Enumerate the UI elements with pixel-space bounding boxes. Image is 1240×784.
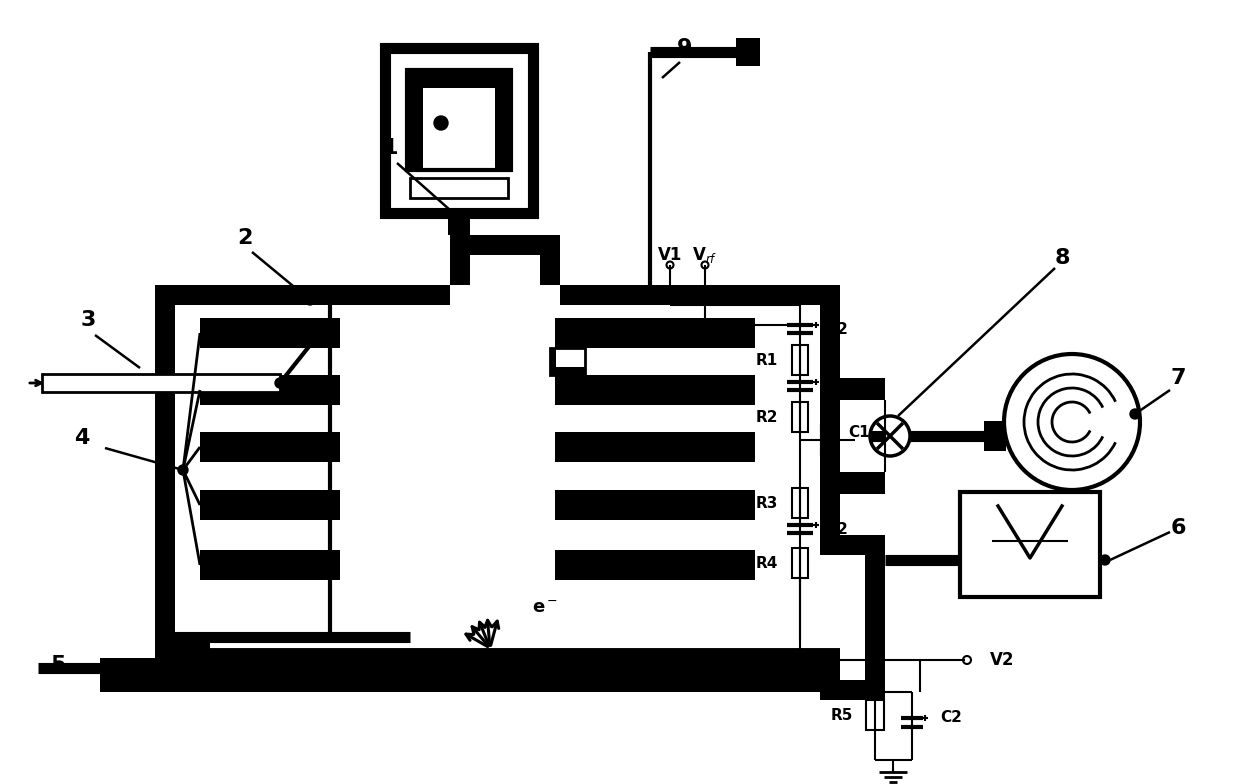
Bar xyxy=(839,472,885,494)
Circle shape xyxy=(275,378,285,388)
Bar xyxy=(792,488,808,518)
Text: C2: C2 xyxy=(826,379,848,394)
Bar xyxy=(155,635,210,655)
Bar xyxy=(556,550,755,580)
Text: R3: R3 xyxy=(755,495,777,510)
Bar xyxy=(556,318,755,348)
Text: 9: 9 xyxy=(677,38,693,58)
Bar xyxy=(200,550,340,580)
Text: e$^-$: e$^-$ xyxy=(532,599,558,617)
Bar xyxy=(820,680,885,700)
Bar xyxy=(866,555,885,680)
Text: C2: C2 xyxy=(826,521,848,536)
Circle shape xyxy=(434,116,448,130)
Bar xyxy=(551,367,585,375)
Text: R5: R5 xyxy=(831,707,853,723)
Bar xyxy=(556,432,755,462)
Bar xyxy=(450,235,560,255)
Bar xyxy=(792,548,808,578)
Text: 7: 7 xyxy=(1171,368,1185,388)
Text: V2: V2 xyxy=(990,651,1014,669)
Bar xyxy=(410,178,508,198)
Bar xyxy=(407,70,511,88)
Bar xyxy=(200,375,340,405)
Bar xyxy=(155,285,450,305)
Bar xyxy=(820,535,885,555)
Bar xyxy=(450,235,470,285)
Bar xyxy=(200,490,340,520)
Bar xyxy=(560,285,839,305)
Circle shape xyxy=(963,656,971,664)
Bar xyxy=(495,88,511,170)
Bar xyxy=(407,70,511,170)
Bar xyxy=(556,490,755,520)
Circle shape xyxy=(1130,409,1140,419)
Circle shape xyxy=(1004,354,1140,490)
Text: C1: C1 xyxy=(848,424,869,440)
Bar xyxy=(551,348,585,375)
Text: R2: R2 xyxy=(755,409,777,424)
Bar xyxy=(448,213,470,235)
Text: R4: R4 xyxy=(755,556,777,571)
Text: 8: 8 xyxy=(1054,248,1070,268)
Circle shape xyxy=(702,262,708,268)
Text: C2: C2 xyxy=(826,321,848,336)
Bar xyxy=(556,375,755,405)
Bar xyxy=(820,285,839,535)
Text: 5: 5 xyxy=(51,655,66,675)
Bar xyxy=(839,378,885,400)
Bar xyxy=(792,345,808,375)
Bar xyxy=(100,658,839,692)
Text: R1: R1 xyxy=(755,353,777,368)
Circle shape xyxy=(870,416,910,456)
Text: 2: 2 xyxy=(237,228,253,248)
Bar xyxy=(792,402,808,432)
Text: V1: V1 xyxy=(657,246,682,264)
Bar xyxy=(551,348,556,375)
Text: 4: 4 xyxy=(74,428,89,448)
Circle shape xyxy=(305,295,315,305)
Text: 3: 3 xyxy=(81,310,95,330)
Text: V$_{rf}$: V$_{rf}$ xyxy=(692,245,718,265)
Bar xyxy=(985,421,1006,451)
Bar xyxy=(42,374,280,392)
Text: 1: 1 xyxy=(382,138,398,158)
Circle shape xyxy=(1100,555,1110,565)
Bar xyxy=(200,318,340,348)
Bar xyxy=(539,235,560,285)
Bar xyxy=(200,432,340,462)
Bar xyxy=(100,658,839,664)
Text: C2: C2 xyxy=(940,710,962,725)
Bar xyxy=(737,38,760,66)
Bar xyxy=(960,492,1100,597)
Bar xyxy=(384,48,533,213)
Bar xyxy=(866,700,884,730)
Bar xyxy=(155,285,175,655)
Bar xyxy=(407,88,423,170)
Circle shape xyxy=(179,465,188,475)
Text: 6: 6 xyxy=(1171,518,1185,538)
Circle shape xyxy=(667,262,673,268)
